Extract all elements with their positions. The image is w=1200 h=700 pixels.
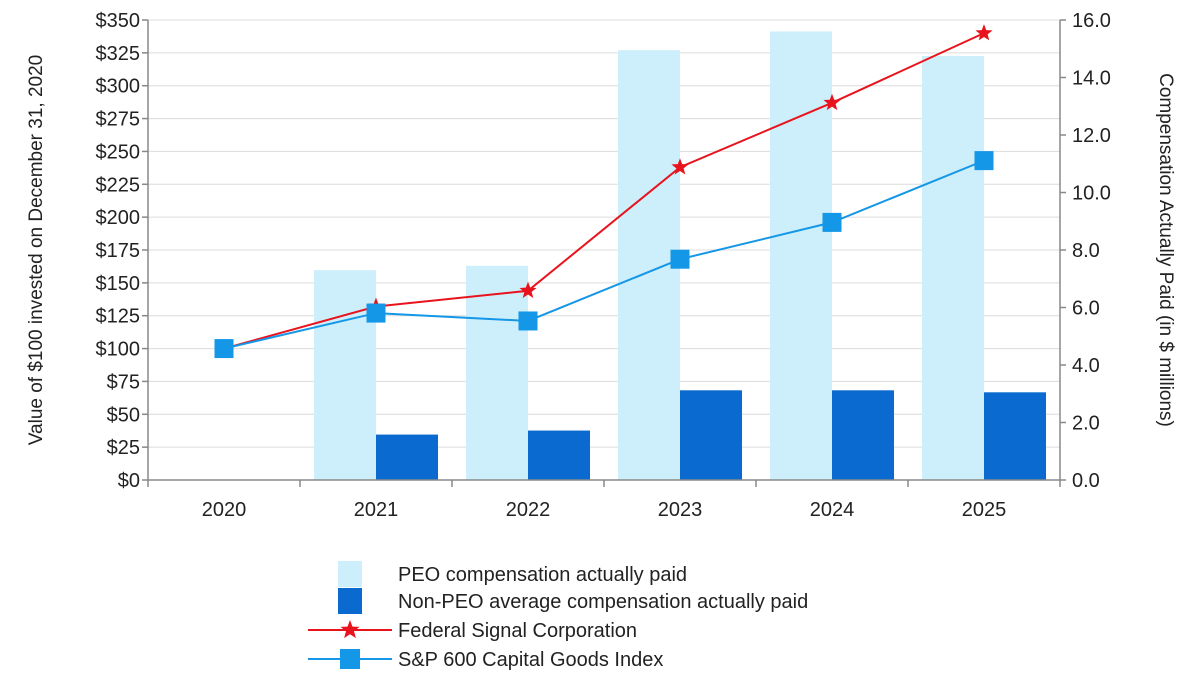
- sp600-line: [223, 159, 985, 350]
- peo-bar: [466, 265, 528, 480]
- left-axis-ticks: $0 $25 $50 $75 $100 $125 $150 $175 $200 $225 $250 $…: [96, 10, 141, 492]
- left-tick-label: $300: [96, 76, 141, 98]
- peo-bar: [314, 270, 376, 480]
- left-tick-label: $150: [96, 273, 141, 295]
- right-tick-label: 0.0: [1072, 470, 1100, 492]
- legend-label: PEO compensation actually paid: [398, 564, 687, 586]
- right-tick-label: 16.0: [1072, 10, 1111, 32]
- x-tick-label: 2021: [354, 499, 399, 521]
- sp600-point: [822, 212, 842, 232]
- left-tick-label: $175: [96, 240, 141, 262]
- peo-bar: [618, 50, 680, 480]
- non-peo-bar: [984, 392, 1046, 480]
- right-axis-title: Compensation Actually Paid (in $ million…: [1155, 73, 1176, 427]
- legend: PEO compensation actually paid Non-PEO av…: [308, 561, 808, 671]
- x-tick-label: 2020: [202, 499, 247, 521]
- federal-signal-point: [671, 158, 689, 175]
- sp600-point: [518, 311, 538, 331]
- left-axis-title: Value of $100 invested on December 31, 2…: [26, 55, 47, 445]
- right-tick-label: 2.0: [1072, 413, 1100, 435]
- line-layer: [214, 24, 994, 359]
- x-axis-ticks: 2020 2021 2022 2023 2024 2025: [202, 499, 1007, 521]
- x-tick-label: 2024: [810, 499, 855, 521]
- right-tick-label: 10.0: [1072, 183, 1111, 205]
- legend-square-marker: [340, 649, 360, 669]
- federal-signal-point: [975, 24, 993, 41]
- left-tick-label: $225: [96, 174, 141, 196]
- right-axis-ticks: 0.0 2.0 4.0 6.0 8.0 10.0 12.0 14.0 16.0: [1072, 10, 1111, 492]
- non-peo-bar: [680, 390, 742, 480]
- x-tick-label: 2023: [658, 499, 703, 521]
- non-peo-bar: [528, 430, 590, 480]
- left-tick-label: $0: [118, 470, 140, 492]
- legend-label: S&P 600 Capital Goods Index: [398, 649, 663, 671]
- sp600-point: [214, 339, 234, 359]
- peo-bar: [922, 55, 984, 480]
- legend-non-peo-swatch: [338, 588, 362, 614]
- left-tick-label: $25: [107, 437, 140, 459]
- sp600-point: [366, 303, 386, 323]
- gridlines: [148, 19, 1060, 481]
- right-tick-label: 8.0: [1072, 240, 1100, 262]
- sp600-point: [670, 249, 690, 269]
- right-tick-label: 12.0: [1072, 125, 1111, 147]
- non-peo-bar: [376, 434, 438, 480]
- left-tick-label: $275: [96, 109, 141, 131]
- left-tick-label: $200: [96, 207, 141, 229]
- left-tick-label: $125: [96, 306, 141, 328]
- legend-label: Non-PEO average compensation actually pa…: [398, 591, 808, 613]
- axes: [142, 19, 1066, 487]
- non-peo-bar: [832, 390, 894, 480]
- federal-signal-point: [823, 93, 841, 111]
- federal-signal-line: [223, 32, 985, 350]
- peo-bar: [770, 31, 832, 480]
- x-tick-label: 2022: [506, 499, 551, 521]
- left-tick-label: $50: [107, 404, 140, 426]
- federal-signal-point: [519, 281, 537, 299]
- left-tick-label: $250: [96, 141, 141, 163]
- legend-peo-swatch: [338, 561, 362, 587]
- left-tick-label: $350: [96, 10, 141, 32]
- left-tick-label: $75: [107, 371, 140, 393]
- right-tick-label: 6.0: [1072, 298, 1100, 320]
- right-tick-label: 4.0: [1072, 355, 1100, 377]
- legend-label: Federal Signal Corporation: [398, 620, 637, 642]
- legend-star-marker: [340, 620, 360, 639]
- sp600-point: [974, 151, 994, 171]
- left-tick-label: $325: [96, 43, 141, 65]
- left-tick-label: $100: [96, 339, 141, 361]
- x-tick-label: 2025: [962, 499, 1007, 521]
- right-tick-label: 14.0: [1072, 68, 1111, 90]
